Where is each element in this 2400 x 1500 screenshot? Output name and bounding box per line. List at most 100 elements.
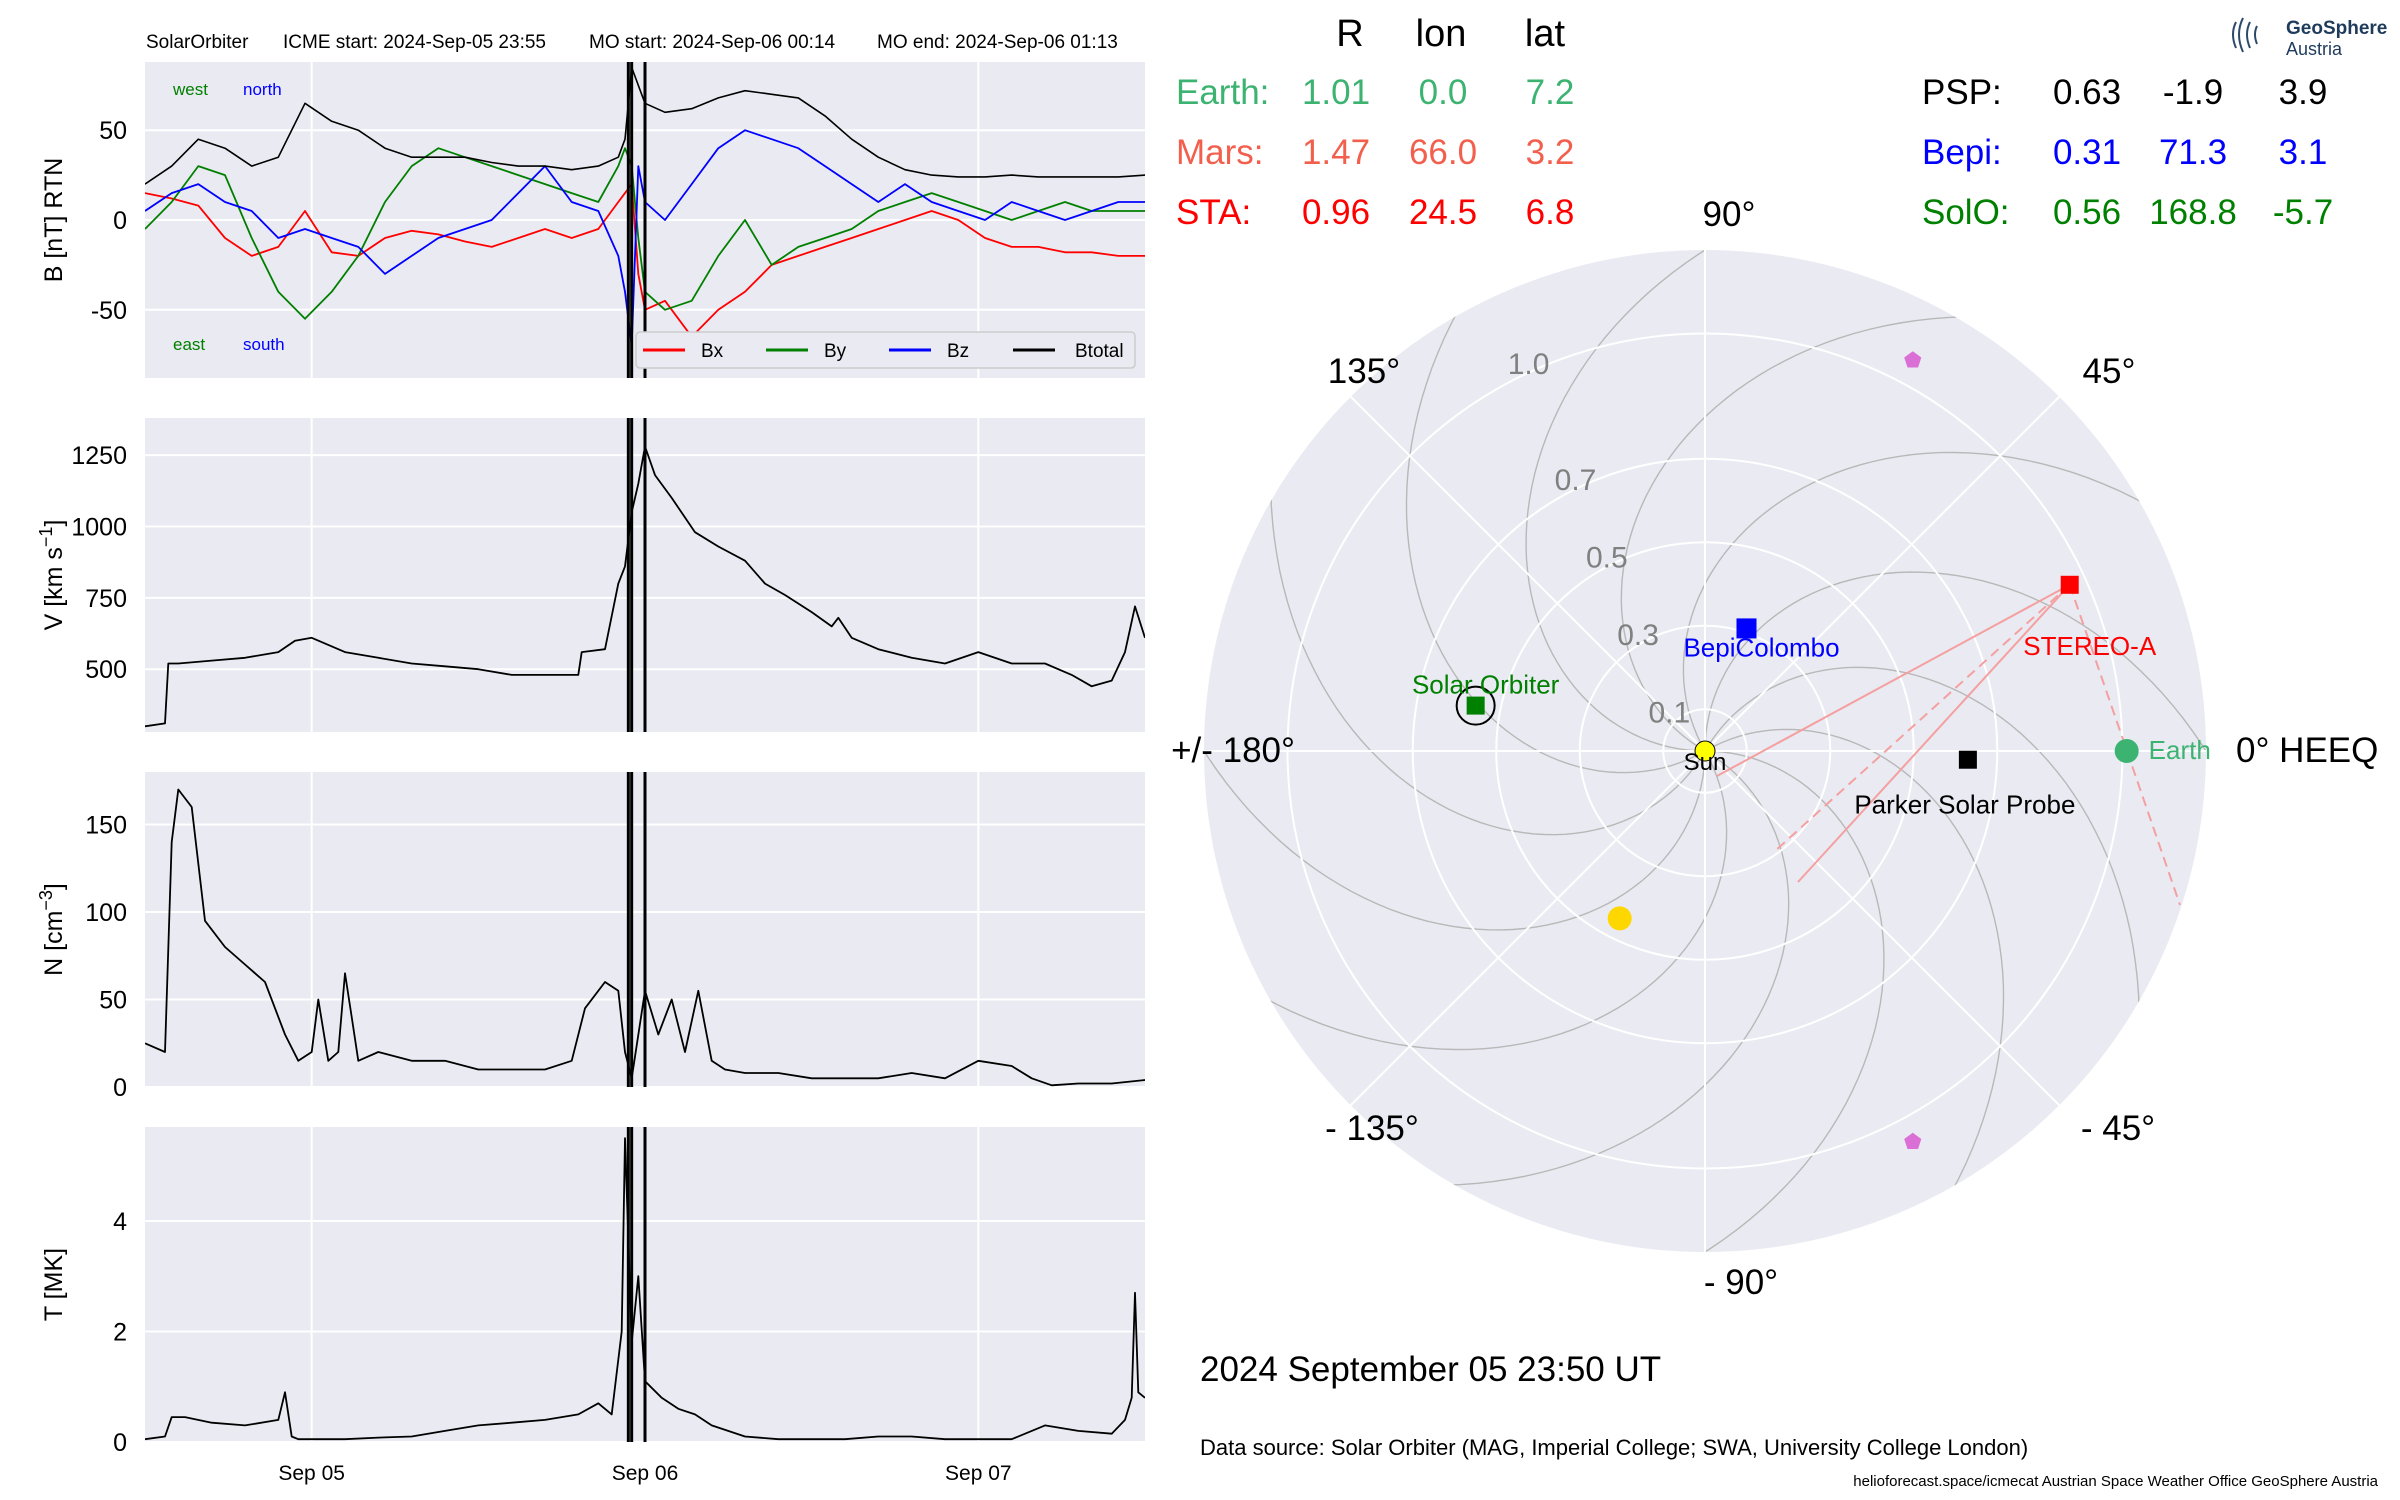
parker-spiral-line [1405,250,1706,774]
radius-tick-label: 0.7 [1555,464,1597,497]
table-name-right-1: Bepi: [1922,133,2002,172]
parker-spiral-line [1204,679,1706,931]
logo-line1: GeoSphere [2286,18,2387,39]
table-name-right-2: SolO: [1922,193,2010,232]
table-r-2: 0.96 [1302,193,1370,232]
y-tick-label: 0 [113,1429,127,1457]
table-lat-right-2: -5.7 [2273,193,2333,232]
y-tick-label: 150 [85,812,127,840]
parker-spiral-line [1704,666,2141,1082]
radius-gridline [1495,541,1915,961]
parker-spiral-line [1620,315,2036,752]
marker-parker-solar-probe [1958,750,1977,769]
table-r-right-1: 0.31 [2053,133,2121,172]
geosphere-logo-icon [2232,17,2258,53]
marker-sun [1694,740,1716,762]
radius-tick-label: 0.1 [1649,696,1691,729]
marker-stereo-a [2060,575,2079,594]
radius-tick-label: 0.3 [1617,619,1659,652]
angle-label: - 45° [2081,1109,2155,1148]
table-lon-right-1: 71.3 [2159,133,2227,172]
table-name-right-0: PSP: [1922,73,2002,112]
col-header-lon: lon [1416,13,1467,55]
data-source: Data source: Solar Orbiter (MAG, Imperia… [1200,1435,2028,1460]
x-tick-label: Sep 07 [945,1462,1012,1485]
table-name-1: Mars: [1176,133,1264,172]
y-axis-label: V [km s−1] [36,520,68,631]
legend-label-By: By [824,341,847,362]
legend-label-Bz: Bz [947,341,969,362]
table-r-1: 1.47 [1302,133,1370,172]
parker-spiral-line [1704,728,2005,1252]
time-series-panels: -50 0 50 B [nT] RTN west north east south Bx By Bz… [36,62,1145,1485]
series-line-Btotal [145,66,1145,185]
angle-label: +/- 180° [1171,731,1295,770]
series-line-Bz [145,129,1145,347]
legend: Bx By Bz Btotal [635,331,1136,369]
y-tick-label: 750 [85,585,127,613]
col-header-lat: lat [1525,13,1566,55]
marker-pentagon [1904,1132,1922,1149]
panel-density: 0 50 100 150 N [cm−3] [36,772,1145,1102]
marker-pentagon [1904,351,1922,368]
series-line-Bx [145,183,1145,338]
parker-spiral-line [1682,451,2206,752]
y-tick-label: 100 [85,899,127,927]
y-tick-label: 500 [85,656,127,684]
angle-label: - 90° [1704,1263,1778,1302]
y-tick-label: 0 [113,1074,127,1102]
label-solar-orbiter: Solar Orbiter [1412,670,1560,700]
logo-line2: Austria [2286,39,2343,59]
label-stereo-a: STEREO-A [2023,631,2157,661]
series-line-N [145,788,1145,1087]
marker-yellow-planet [1607,906,1632,931]
angle-label: - 135° [1325,1109,1419,1148]
y-axis-label: N [cm−3] [36,883,68,976]
table-r-right-2: 0.56 [2053,193,2121,232]
series-line-By [145,147,1145,320]
angle-label: 135° [1328,352,1400,391]
radius-gridline [1411,457,1999,1045]
marker-earth [2114,739,2139,763]
table-lat-1: 3.2 [1526,133,1575,172]
radius-tick-label: 1.0 [1508,348,1550,381]
y-tick-label: 4 [113,1208,127,1236]
parker-spiral-line [1374,750,1790,1187]
label-earth: Earth [2149,735,2211,765]
legend-box [635,331,1136,369]
header-mo-end: MO end: 2024-Sep-06 01:13 [877,32,1118,53]
table-r-0: 1.01 [1302,73,1370,112]
annotation-north: north [243,80,282,99]
x-tick-label: Sep 05 [278,1462,345,1485]
parker-spiral-line [1704,571,2206,823]
table-name-2: STA: [1176,193,1251,232]
table-name-0: Earth: [1176,73,1269,112]
credits: helioforecast.space/icmecat Austrian Spa… [1853,1473,2378,1490]
table-r-right-0: 0.63 [2053,73,2121,112]
legend-label-Bx: Bx [701,341,724,362]
y-axis-label: T [MK] [40,1248,68,1321]
panel-speed: 500 750 1000 1250 V [km s−1] [36,418,1145,732]
parker-spiral-line [1269,420,1706,836]
col-header-r: R [1336,13,1363,55]
y-tick-label: -50 [91,297,127,325]
table-lat-right-1: 3.1 [2279,133,2328,172]
stereo-fieldline [1797,584,2071,883]
panel-temperature: 0 2 4 T [MK] Sep 05 Sep 06 Sep 07 [40,1127,1145,1485]
parker-spiral-line [1525,250,1777,752]
timestamp: 2024 September 05 23:50 UT [1200,1350,1661,1389]
panel-magnetic-field: -50 0 50 B [nT] RTN west north east south Bx By Bz… [40,62,1145,378]
parker-spiral-line [1633,750,1885,1252]
stereo-fieldline-dashed [1774,584,2071,852]
table-lon-right-0: -1.9 [2163,73,2223,112]
y-tick-label: 0 [113,207,127,235]
table-lat-right-0: 3.9 [2279,73,2328,112]
stereo-fieldline [1716,583,2071,777]
y-tick-label: 50 [99,987,127,1015]
table-lon-right-2: 168.8 [2149,193,2237,232]
angle-label: 45° [2083,352,2136,391]
y-tick-label: 50 [99,117,127,145]
annotation-south: south [243,335,285,354]
legend-label-Btotal: Btotal [1075,341,1124,362]
parker-spiral-line [1204,750,1728,1051]
